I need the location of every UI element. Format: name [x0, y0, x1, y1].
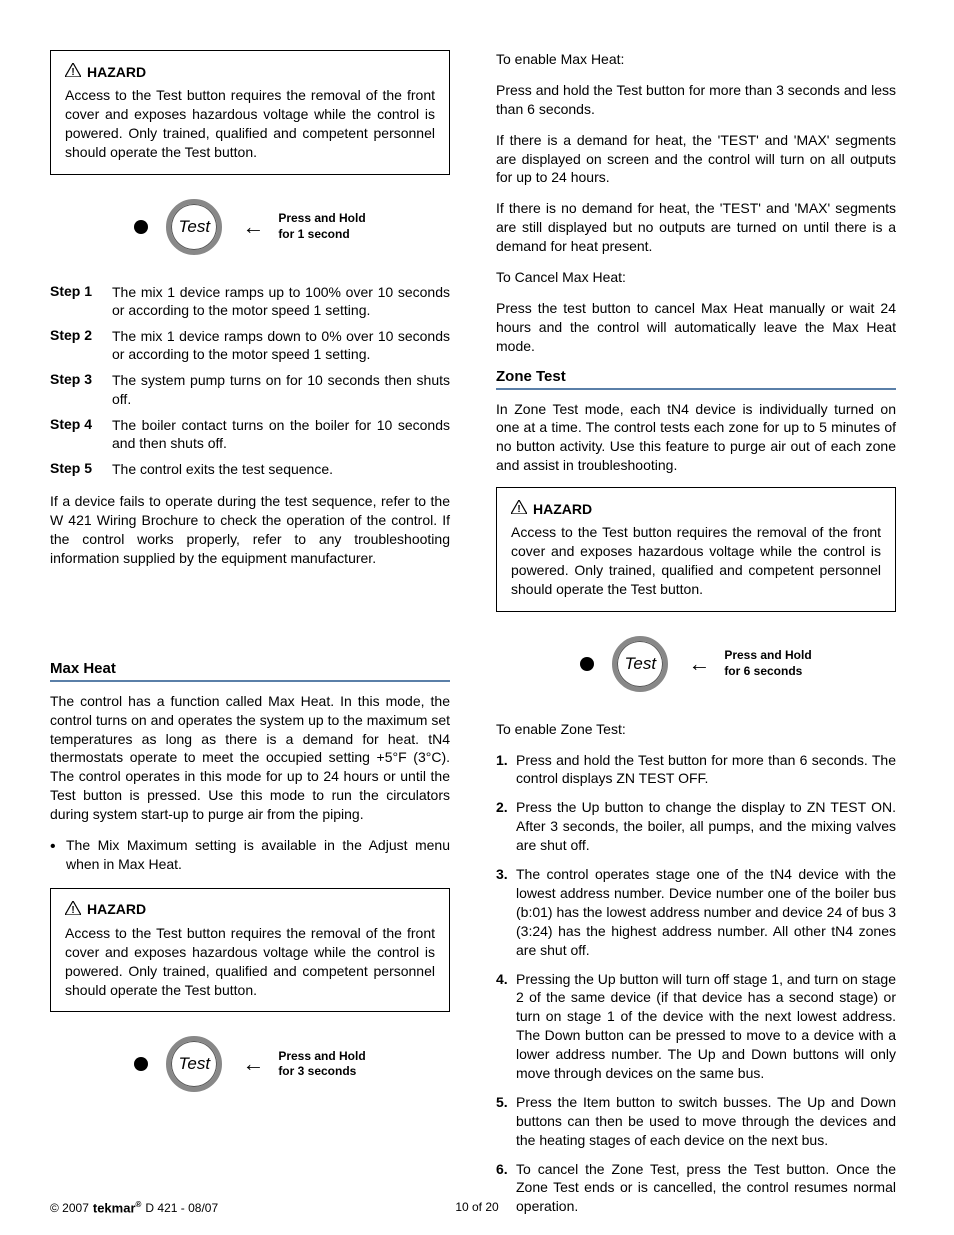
doc-id: D 421 - 08/07 [145, 1201, 218, 1215]
enable-max-p3: If there is no demand for heat, the 'TES… [496, 199, 896, 256]
cancel-max-intro: To Cancel Max Heat: [496, 268, 896, 287]
zone-steps-list: Press and hold the Test button for more … [496, 751, 896, 1217]
test-diagram-3s: Test ← Press and Holdfor 3 seconds [50, 1036, 450, 1092]
hazard-title: HAZARD [87, 901, 146, 917]
cancel-max-body: Press the test button to cancel Max Heat… [496, 299, 896, 356]
hazard-box-1: ! HAZARD Access to the Test button requi… [50, 50, 450, 175]
test-button-graphic: Test [166, 199, 222, 255]
max-heat-body: The control has a function called Max He… [50, 692, 450, 824]
page-number: 10 of 20 [455, 1200, 498, 1214]
arrow-left-icon: ← [688, 651, 710, 677]
arrow-left-icon: ← [242, 1051, 264, 1077]
list-item: Pressing the Up button will turn off sta… [496, 970, 896, 1083]
left-column: ! HAZARD Access to the Test button requi… [50, 50, 450, 1226]
list-item: Press and hold the Test button for more … [496, 751, 896, 789]
enable-zone-intro: To enable Zone Test: [496, 720, 896, 739]
step-row: Step 1The mix 1 device ramps up to 100% … [50, 283, 450, 319]
hazard-box-2: ! HAZARD Access to the Test button requi… [50, 888, 450, 1013]
indicator-dot-icon [134, 1057, 148, 1071]
hazard-title: HAZARD [87, 64, 146, 80]
zone-test-body: In Zone Test mode, each tN4 device is in… [496, 400, 896, 476]
list-item: Press the Item button to switch busses. … [496, 1093, 896, 1150]
warning-icon: ! [511, 500, 527, 517]
list-item: The Mix Maximum setting is available in … [50, 836, 450, 874]
hazard-body: Access to the Test button requires the r… [511, 523, 881, 599]
right-column: To enable Max Heat: Press and hold the T… [496, 50, 896, 1226]
after-steps-note: If a device fails to operate during the … [50, 492, 450, 568]
enable-max-p2: If there is a demand for heat, the 'TEST… [496, 131, 896, 188]
zone-test-heading: Zone Test [496, 368, 896, 390]
arrow-left-icon: ← [242, 214, 264, 240]
warning-icon: ! [65, 63, 81, 80]
test-diagram-1s: Test ← Press and Holdfor 1 second [50, 199, 450, 255]
test-diagram-6s: Test ← Press and Holdfor 6 seconds [496, 636, 896, 692]
warning-icon: ! [65, 901, 81, 918]
indicator-dot-icon [134, 220, 148, 234]
svg-text:!: ! [71, 67, 74, 77]
enable-max-p1: Press and hold the Test button for more … [496, 81, 896, 119]
test-button-graphic: Test [612, 636, 668, 692]
list-item: The control operates stage one of the tN… [496, 865, 896, 959]
max-heat-heading: Max Heat [50, 660, 450, 682]
copyright-text: © 2007 [50, 1201, 89, 1215]
list-item: Press the Up button to change the displa… [496, 798, 896, 855]
enable-max-intro: To enable Max Heat: [496, 50, 896, 69]
step-row: Step 5The control exits the test sequenc… [50, 460, 450, 478]
hazard-title: HAZARD [533, 501, 592, 517]
svg-text:!: ! [71, 905, 74, 915]
svg-text:!: ! [517, 504, 520, 514]
step-row: Step 4The boiler contact turns on the bo… [50, 416, 450, 452]
steps-list: Step 1The mix 1 device ramps up to 100% … [50, 283, 450, 479]
brand-logo: tekmar® [93, 1200, 142, 1215]
step-row: Step 3The system pump turns on for 10 se… [50, 371, 450, 407]
hazard-box-3: ! HAZARD Access to the Test button requi… [496, 487, 896, 612]
indicator-dot-icon [580, 657, 594, 671]
hold-text-3s: Press and Holdfor 3 seconds [278, 1049, 365, 1080]
test-button-graphic: Test [166, 1036, 222, 1092]
max-heat-bullets: The Mix Maximum setting is available in … [50, 836, 450, 874]
hold-text-1s: Press and Holdfor 1 second [278, 211, 365, 242]
hazard-body: Access to the Test button requires the r… [65, 86, 435, 162]
hazard-body: Access to the Test button requires the r… [65, 924, 435, 1000]
hold-text-6s: Press and Holdfor 6 seconds [724, 648, 811, 679]
page-footer: © 2007 tekmar® D 421 - 08/07 10 of 20 [50, 1200, 904, 1215]
step-row: Step 2The mix 1 device ramps down to 0% … [50, 327, 450, 363]
